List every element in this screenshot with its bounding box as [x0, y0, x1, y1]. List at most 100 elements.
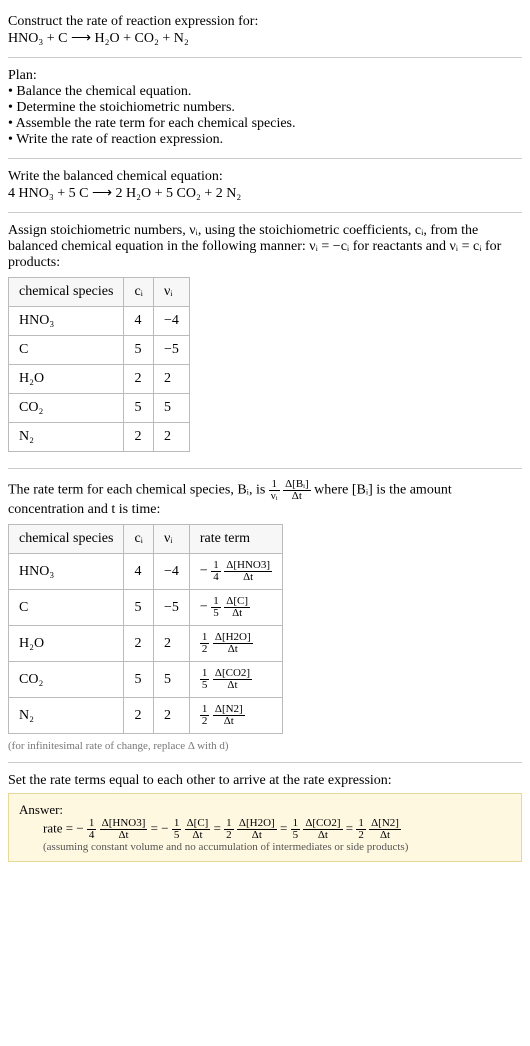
delta-frac: Δ[N2]Δt [369, 818, 401, 841]
coef-frac: 12 [356, 818, 366, 841]
cell: 2 [153, 365, 189, 394]
sign: − [200, 600, 208, 615]
den: Δt [224, 572, 272, 583]
delta-frac: Δ[N2]Δt [213, 704, 245, 727]
cell: 5 [124, 662, 154, 698]
den: Δt [224, 608, 250, 619]
cell: 5 [124, 336, 154, 365]
cell: 5 [124, 394, 154, 423]
plan-item: • Balance the chemical equation. [8, 84, 522, 100]
den: 5 [172, 830, 182, 841]
intro-line2: HNO₃ + C ⟶ H₂O + CO₂ + N₂ [8, 30, 522, 47]
delta-frac: Δ[C]Δt [224, 596, 250, 619]
answer-prefix: rate = − [43, 820, 84, 835]
cell: 2 [153, 423, 189, 452]
answer-label: Answer: [19, 802, 511, 818]
den: 5 [211, 608, 221, 619]
coef-frac: 14 [211, 560, 221, 583]
cell: −5 [153, 336, 189, 365]
table-row: HNO₃ 4 −4 − 14 Δ[HNO3]Δt [9, 554, 283, 590]
frac-one-over-vi: 1 νᵢ [269, 479, 280, 502]
cell-rate: 12 Δ[N2]Δt [189, 698, 282, 734]
balanced-line1: Write the balanced chemical equation: [8, 169, 522, 185]
divider [8, 212, 522, 213]
eq: = [280, 820, 291, 835]
balanced-section: Write the balanced chemical equation: 4 … [8, 163, 522, 208]
den: Δt [283, 491, 311, 502]
plan-item: • Assemble the rate term for each chemic… [8, 116, 522, 132]
cell-rate: 15 Δ[CO2]Δt [189, 662, 282, 698]
table-row: C5−5 [9, 336, 190, 365]
cell: CO₂ [9, 662, 124, 698]
divider [8, 468, 522, 469]
answer-box: Answer: rate = − 14 Δ[HNO3]Δt = − 15 Δ[C… [8, 793, 522, 862]
table-header-row: chemical species cᵢ νᵢ rate term [9, 525, 283, 554]
rateterm-note: (for infinitesimal rate of change, repla… [8, 740, 522, 752]
coef-frac: 15 [200, 668, 210, 691]
cell: 2 [124, 365, 154, 394]
sign: − [200, 564, 208, 579]
den: 2 [224, 830, 234, 841]
table-row: N₂ 2 2 12 Δ[N2]Δt [9, 698, 283, 734]
cell: N₂ [9, 423, 124, 452]
cell: C [9, 590, 124, 626]
table-row: CO₂ 5 5 15 Δ[CO2]Δt [9, 662, 283, 698]
frac-dbi-dt: Δ[Bᵢ] Δt [283, 479, 311, 502]
coef-frac: 14 [87, 818, 97, 841]
eq: = [346, 820, 357, 835]
col-ci: cᵢ [124, 525, 154, 554]
table-row: HNO₃4−4 [9, 307, 190, 336]
cell: 4 [124, 307, 154, 336]
rateterm-table: chemical species cᵢ νᵢ rate term HNO₃ 4 … [8, 524, 283, 734]
cell: CO₂ [9, 394, 124, 423]
den: 4 [211, 572, 221, 583]
cell: 2 [124, 423, 154, 452]
delta-frac: Δ[C]Δt [185, 818, 211, 841]
delta-frac: Δ[H2O]Δt [237, 818, 277, 841]
col-species: chemical species [9, 525, 124, 554]
cell: HNO₃ [9, 307, 124, 336]
delta-frac: Δ[CO2]Δt [213, 668, 252, 691]
den: 5 [291, 830, 301, 841]
delta-frac: Δ[HNO3]Δt [224, 560, 272, 583]
cell: HNO₃ [9, 554, 124, 590]
cell: N₂ [9, 698, 124, 734]
cell-rate: 12 Δ[H2O]Δt [189, 626, 282, 662]
cell: −5 [153, 590, 189, 626]
stoich-text: Assign stoichiometric numbers, νᵢ, using… [8, 223, 522, 271]
rateterm-section: The rate term for each chemical species,… [8, 473, 522, 758]
den: νᵢ [269, 491, 280, 502]
table-header-row: chemical species cᵢ νᵢ [9, 278, 190, 307]
eq: = [214, 820, 225, 835]
cell: 2 [153, 698, 189, 734]
plan-section: Plan: • Balance the chemical equation. •… [8, 62, 522, 154]
cell: 5 [153, 662, 189, 698]
cell: 5 [124, 590, 154, 626]
stoich-table: chemical species cᵢ νᵢ HNO₃4−4 C5−5 H₂O2… [8, 277, 190, 452]
col-vi: νᵢ [153, 525, 189, 554]
den: 2 [200, 644, 210, 655]
cell: H₂O [9, 626, 124, 662]
cell-rate: − 15 Δ[C]Δt [189, 590, 282, 626]
delta-frac: Δ[H2O]Δt [213, 632, 253, 655]
rateterm-text-a: The rate term for each chemical species,… [8, 483, 269, 498]
cell: 2 [124, 698, 154, 734]
col-species: chemical species [9, 278, 124, 307]
balanced-line2: 4 HNO₃ + 5 C ⟶ 2 H₂O + 5 CO₂ + 2 N₂ [8, 185, 522, 202]
cell: 4 [124, 554, 154, 590]
den: Δt [237, 830, 277, 841]
final-section: Set the rate terms equal to each other t… [8, 767, 522, 868]
divider [8, 57, 522, 58]
den: Δt [213, 680, 252, 691]
den: 2 [356, 830, 366, 841]
divider [8, 762, 522, 763]
coef-frac: 12 [200, 632, 210, 655]
den: 5 [200, 680, 210, 691]
plan-item: • Write the rate of reaction expression. [8, 132, 522, 148]
answer-note: (assuming constant volume and no accumul… [43, 841, 511, 853]
den: Δt [185, 830, 211, 841]
delta-frac: Δ[CO2]Δt [303, 818, 342, 841]
den: 2 [200, 716, 210, 727]
col-rate: rate term [189, 525, 282, 554]
sign: − [161, 820, 168, 835]
